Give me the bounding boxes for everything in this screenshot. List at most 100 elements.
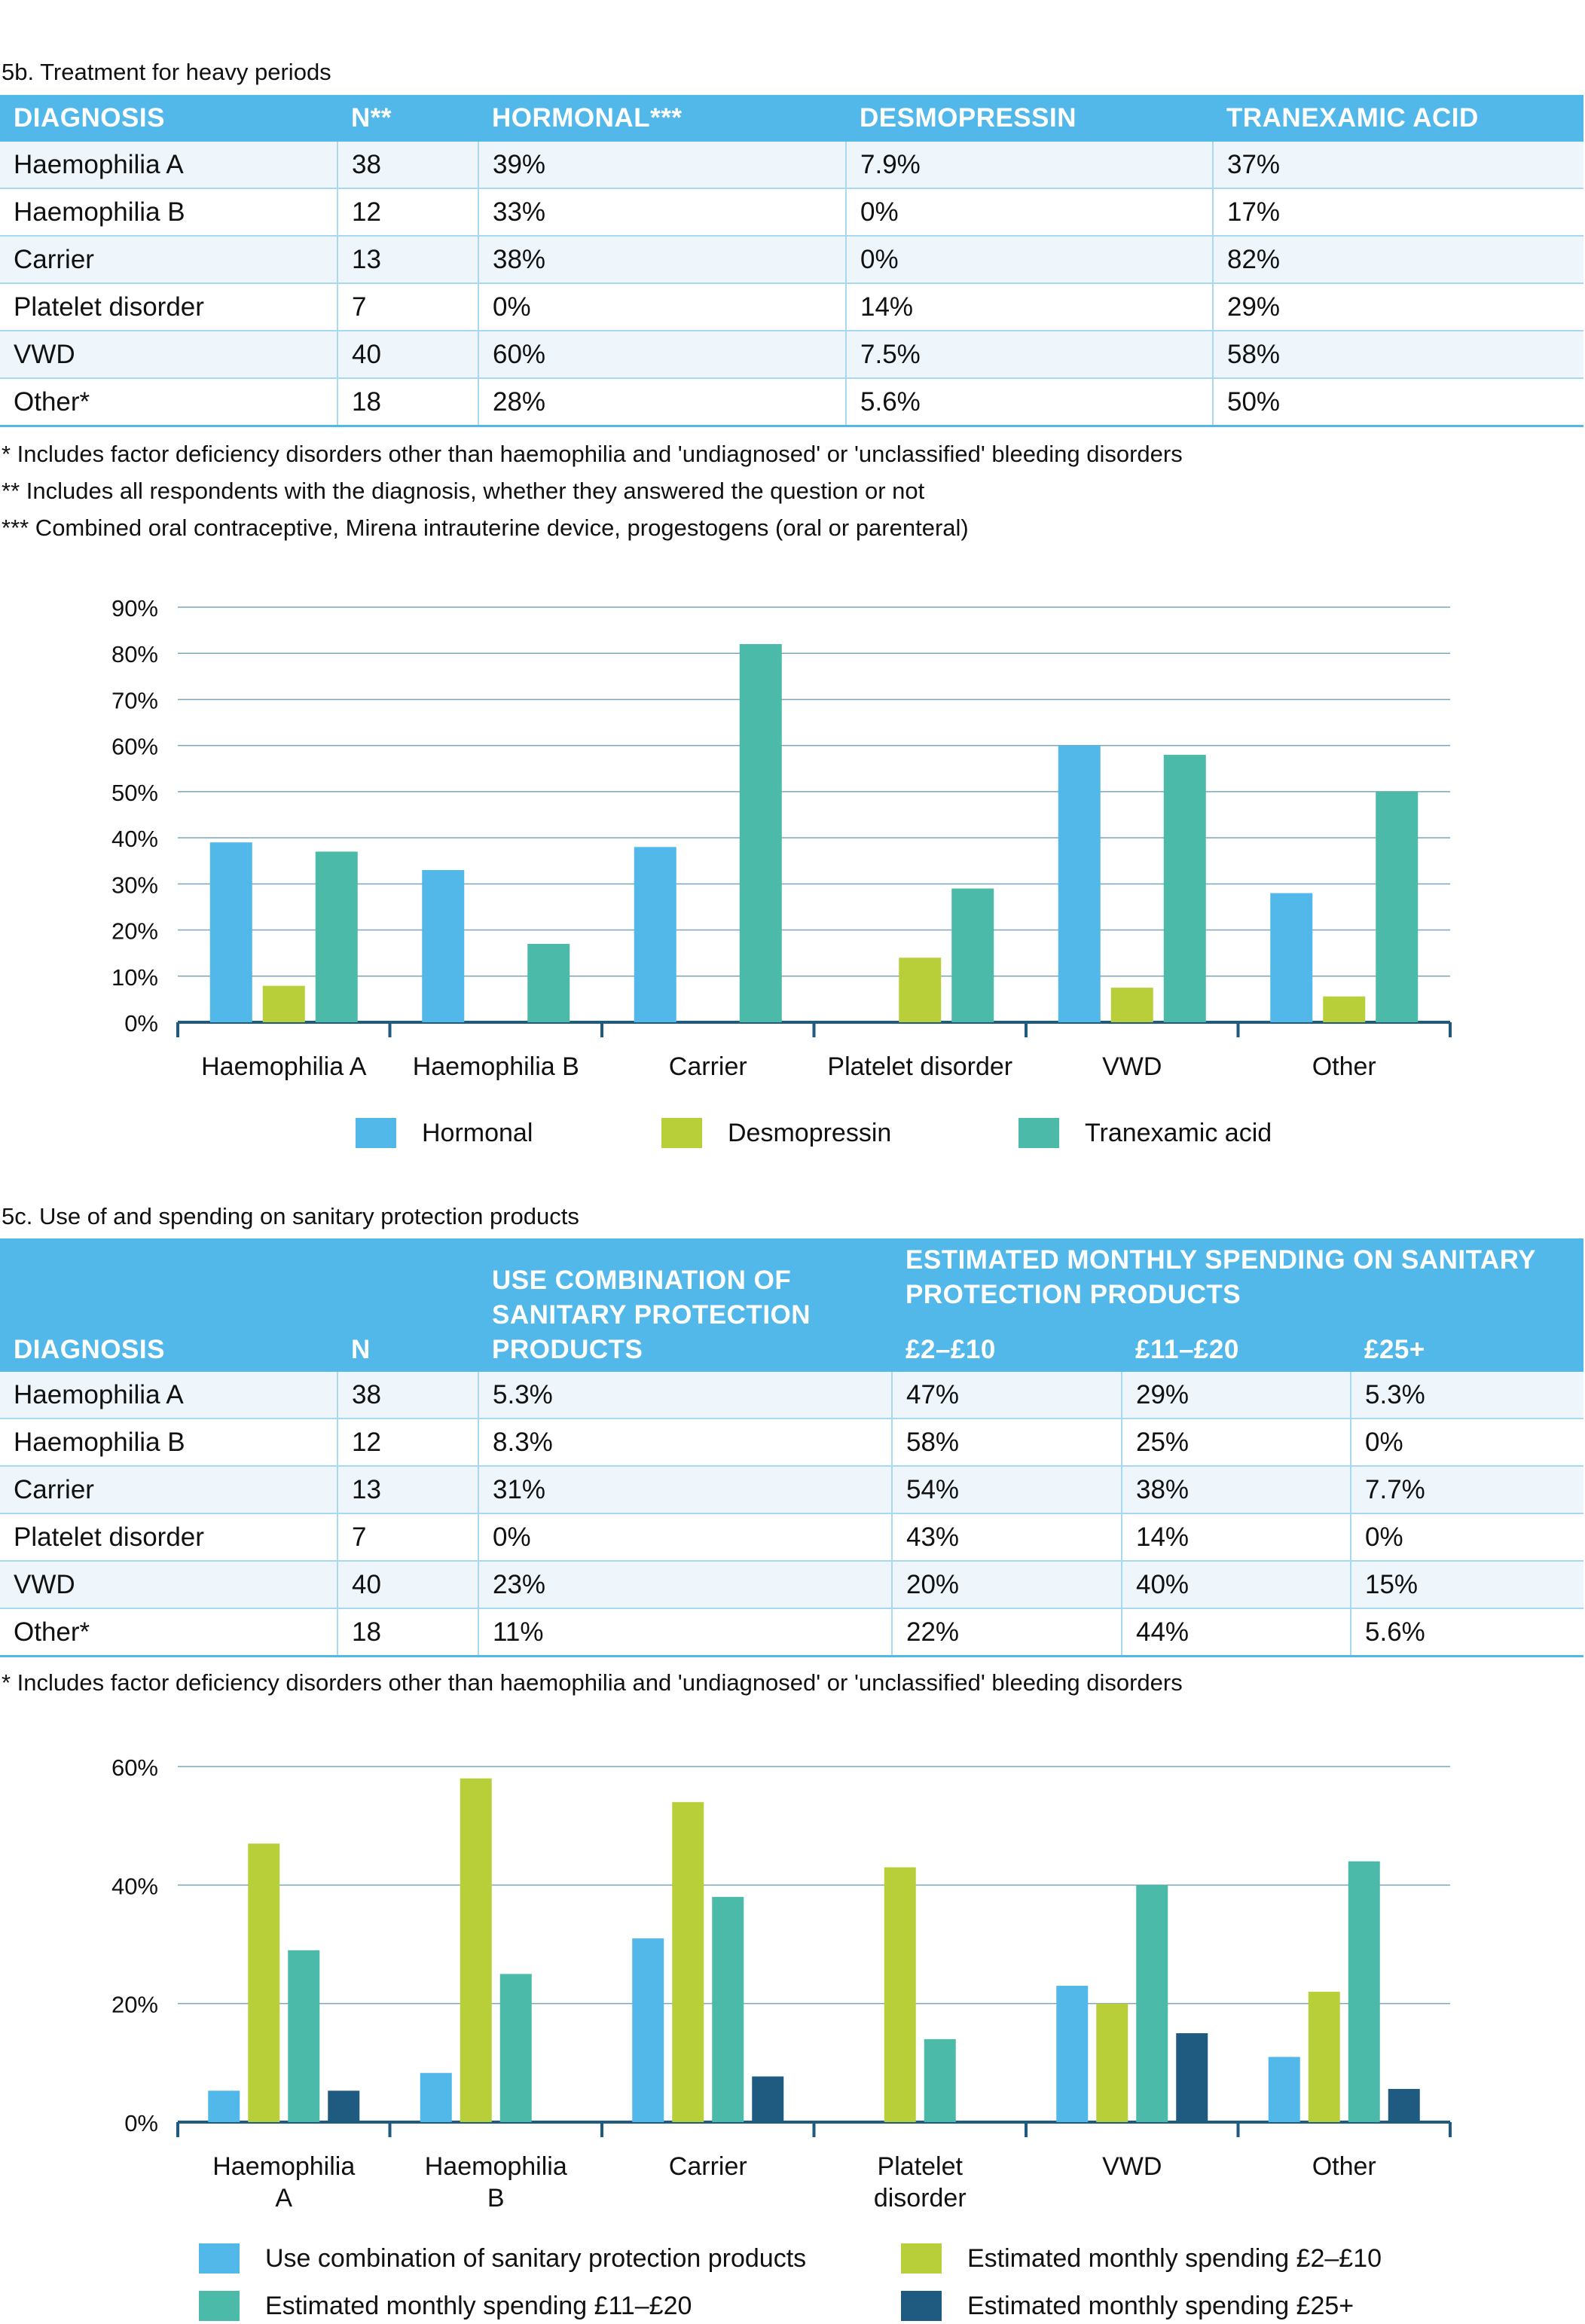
bar: [420, 2072, 452, 2122]
sanitary-table: DIAGNOSIS N USE COMBINATION OF SANITARY …: [0, 1238, 1583, 1657]
bar: [884, 1867, 916, 2122]
bar: [209, 842, 252, 1022]
table-cell: 38%: [1122, 1466, 1351, 1514]
bar: [288, 1950, 320, 2122]
table-cell: Platelet disorder: [0, 1513, 338, 1562]
table-row: Platelet disorder 7 0% 14% 29%: [0, 283, 1583, 331]
table-cell: 38: [337, 1372, 479, 1419]
y-tick-label: 40%: [111, 826, 158, 852]
table-cell: Platelet disorder: [0, 283, 338, 331]
table-cell: 23%: [478, 1561, 893, 1609]
bar: [1096, 2003, 1128, 2122]
table-cell: 40: [337, 1561, 479, 1609]
bar: [499, 1974, 532, 2122]
table-cell: 14%: [1122, 1513, 1351, 1562]
table-row: Haemophilia A 38 5.3% 47% 29% 5.3%: [0, 1372, 1583, 1419]
x-category-label: Other: [1312, 2152, 1376, 2181]
treatment-table: DIAGNOSIS N** HORMONAL*** DESMOPRESSIN T…: [0, 95, 1583, 427]
x-category-label: Platelet: [878, 2152, 964, 2181]
table-cell: 38%: [478, 236, 847, 284]
x-category-label: VWD: [1102, 1052, 1162, 1081]
legend-label: Use combination of sanitary protection p…: [265, 2243, 807, 2273]
y-tick-label: 40%: [111, 1873, 158, 1899]
header-spending: ESTIMATED MONTHLY SPENDING ON SANITARY P…: [892, 1238, 1583, 1321]
header-use-combination: USE COMBINATION OF SANITARY PROTECTION P…: [478, 1238, 892, 1372]
header-desmopressin: DESMOPRESSIN: [846, 95, 1213, 142]
y-tick-label: 60%: [111, 1754, 158, 1781]
legend-item: Estimated monthly spending £2–£10: [901, 2243, 1382, 2274]
bar: [262, 985, 305, 1022]
table-cell: 15%: [1351, 1561, 1583, 1609]
table-cell: 13: [337, 236, 479, 284]
bar: [460, 1778, 492, 2122]
table-cell: 38: [337, 142, 479, 189]
bar: [1268, 2057, 1300, 2122]
y-tick-label: 70%: [111, 687, 158, 713]
table-row: Other* 18 11% 22% 44% 5.6%: [0, 1608, 1583, 1657]
table-cell: 13: [337, 1466, 479, 1514]
legend-swatch: [356, 1118, 396, 1148]
table-row: Haemophilia B 12 8.3% 58% 25% 0%: [0, 1419, 1583, 1467]
table-cell: 18: [337, 378, 479, 427]
bar: [315, 851, 358, 1022]
table-cell: 58%: [1213, 331, 1583, 379]
legend-label: Desmopressin: [728, 1118, 892, 1147]
x-category-label: Carrier: [669, 1052, 747, 1081]
bar: [527, 943, 570, 1022]
y-tick-label: 0%: [124, 2110, 158, 2136]
bar: [248, 1843, 280, 2122]
table-cell: 50%: [1213, 378, 1583, 427]
bar: [632, 1938, 664, 2122]
table-cell: 5.6%: [1351, 1608, 1583, 1657]
x-category-label: Haemophilia: [425, 2152, 567, 2181]
bar: [1058, 745, 1101, 1022]
bar: [1376, 791, 1419, 1022]
x-category-label: Haemophilia: [212, 2152, 355, 2181]
bar: [1110, 988, 1153, 1022]
legend-label: Hormonal: [422, 1118, 533, 1147]
bar: [712, 1897, 744, 2122]
y-tick-label: 90%: [111, 595, 158, 621]
legend-label: Estimated monthly spending £11–£20: [265, 2291, 692, 2320]
legend-item: Use combination of sanitary protection p…: [199, 2243, 806, 2274]
table-cell: 33%: [478, 188, 847, 237]
footnote-3: *** Combined oral contraceptive, Mirena …: [2, 515, 969, 541]
bar: [672, 1802, 704, 2122]
sanitary-bar-chart: 0% 20% 40% 60% Haemophilia A Haemophilia B Carri…: [111, 1754, 1452, 2213]
y-tick-label: 80%: [111, 641, 158, 667]
table-cell: 14%: [846, 283, 1214, 331]
y-tick-label: 20%: [111, 918, 158, 945]
table-cell: 18: [337, 1608, 479, 1657]
bar: [924, 2038, 956, 2122]
y-tick-label: 50%: [111, 780, 158, 806]
table-cell: 7.9%: [846, 142, 1214, 189]
table-cell: 0%: [846, 236, 1214, 284]
section-5b-title: 5b. Treatment for heavy periods: [2, 59, 331, 85]
table-cell: 44%: [1122, 1608, 1351, 1657]
table-cell: 43%: [892, 1513, 1122, 1562]
table-row: Haemophilia B 12 33% 0% 17%: [0, 188, 1583, 237]
bar: [1176, 2033, 1208, 2122]
bar: [951, 888, 994, 1022]
bar: [1348, 1861, 1380, 2122]
table-row: VWD 40 23% 20% 40% 15%: [0, 1561, 1583, 1609]
bar: [422, 869, 465, 1022]
header-n: N**: [337, 95, 478, 142]
bar: [208, 2090, 240, 2122]
bar: [1136, 1885, 1168, 2122]
bar: [1163, 754, 1206, 1022]
table-cell: 11%: [478, 1608, 893, 1657]
header-11-20: £11–£20: [1122, 1321, 1351, 1372]
legend-swatch: [901, 2243, 942, 2274]
bar: [899, 957, 942, 1022]
header-diagnosis: DIAGNOSIS: [0, 1238, 337, 1372]
header-n: N: [337, 1238, 478, 1372]
table-cell: 12: [337, 188, 479, 237]
y-tick-label: 10%: [111, 964, 158, 991]
table-cell: 29%: [1122, 1372, 1351, 1419]
table-row: Carrier 13 31% 54% 38% 7.7%: [0, 1466, 1583, 1514]
table-cell: Carrier: [0, 1466, 338, 1514]
table-cell: 28%: [478, 378, 847, 427]
header-diagnosis: DIAGNOSIS: [0, 95, 337, 142]
table-cell: 0%: [846, 188, 1214, 237]
